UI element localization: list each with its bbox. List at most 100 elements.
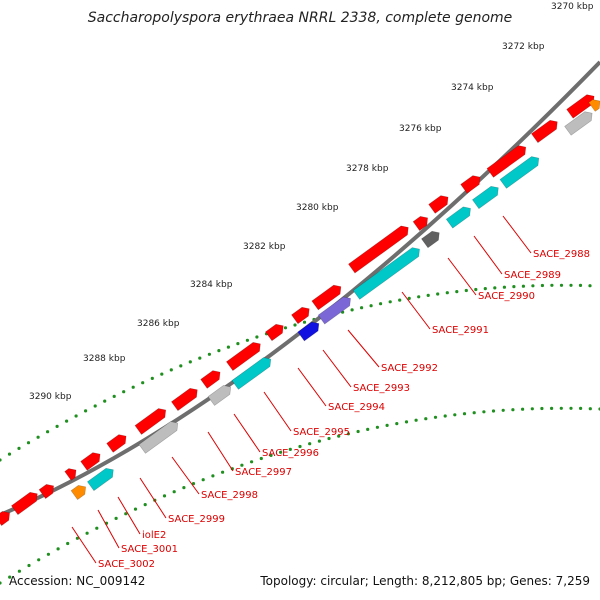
- forward-gene-shape: [64, 468, 77, 481]
- inner-tick-dot: [317, 439, 321, 443]
- leader-line: [97, 509, 120, 549]
- forward-gene-shape: [106, 434, 127, 453]
- outer-tick-dot: [293, 323, 297, 327]
- hypothetical-feature[interactable]: [564, 109, 596, 136]
- forward-gene[interactable]: [428, 193, 452, 214]
- gene-label-sace-2994[interactable]: SACE_2994: [328, 402, 385, 413]
- forward-gene[interactable]: [11, 489, 40, 516]
- outer-tick-dot: [350, 308, 354, 312]
- cds-match-feature-shape: [472, 185, 499, 210]
- outer-tick-dot: [55, 424, 59, 428]
- tick-3278: 3278 kbp: [346, 164, 389, 174]
- forward-gene[interactable]: [291, 304, 312, 325]
- gene-label-sace-2993[interactable]: SACE_2993: [353, 383, 410, 394]
- gene-label-sace-2992[interactable]: SACE_2992: [381, 363, 438, 374]
- forward-gene-shape: [531, 119, 558, 144]
- outer-tick-dot: [169, 368, 173, 372]
- inner-tick-dot: [366, 427, 370, 431]
- outer-tick-dot: [236, 342, 240, 346]
- gene-label-sace-2997[interactable]: SACE_2997: [235, 467, 292, 478]
- inner-tick-dot: [172, 490, 176, 494]
- gene-label-sace-2999[interactable]: SACE_2999: [168, 514, 225, 525]
- hypothetical-feature[interactable]: [207, 382, 234, 406]
- outer-tick-dot: [483, 287, 487, 291]
- gene-label-iole2[interactable]: iolE2: [142, 530, 166, 541]
- orange-feature-shape: [70, 485, 86, 500]
- inner-tick-dot: [462, 412, 467, 416]
- dark-feature[interactable]: [421, 228, 442, 249]
- cds-match-feature[interactable]: [472, 183, 501, 210]
- inner-tick-dot: [337, 434, 341, 438]
- forward-gene[interactable]: [171, 385, 200, 412]
- gene-label-sace-2989[interactable]: SACE_2989: [504, 270, 561, 281]
- hypothetical-feature[interactable]: [138, 419, 181, 454]
- gene-label-sace-3001[interactable]: SACE_3001: [121, 544, 178, 555]
- tick-3274: 3274 kbp: [451, 83, 494, 93]
- inner-tick-dot: [530, 407, 534, 411]
- cds-match-feature[interactable]: [352, 245, 423, 300]
- outer-tick-dot: [360, 306, 364, 310]
- cds-match-feature[interactable]: [499, 154, 542, 189]
- inner-tick-dot: [550, 406, 554, 410]
- outer-tick-dot: [493, 286, 497, 290]
- leader-line: [447, 257, 477, 296]
- inner-tick-dot: [375, 425, 379, 429]
- gene-label-sace-2996[interactable]: SACE_2996: [262, 448, 319, 459]
- orange-feature[interactable]: [70, 482, 89, 500]
- forward-gene[interactable]: [460, 173, 484, 194]
- forward-gene[interactable]: [38, 481, 57, 499]
- cds-match-feature-shape: [352, 247, 420, 300]
- inner-tick-dot: [0, 581, 2, 585]
- inner-tick-dot: [346, 432, 350, 436]
- forward-gene[interactable]: [412, 213, 431, 231]
- cds-match-feature[interactable]: [87, 465, 116, 492]
- inner-tick-dot: [424, 417, 428, 421]
- forward-gene[interactable]: [531, 117, 560, 144]
- forward-gene[interactable]: [106, 432, 130, 453]
- outer-tick-dot: [379, 302, 383, 306]
- purple-feature[interactable]: [317, 294, 354, 325]
- leader-line: [473, 235, 503, 275]
- inner-tick-dot: [395, 422, 399, 426]
- outer-tick-dot: [578, 283, 583, 287]
- tick-3290: 3290 kbp: [29, 392, 72, 402]
- gene-label-sace-2995[interactable]: SACE_2995: [293, 427, 350, 438]
- forward-gene[interactable]: [134, 406, 169, 435]
- tick-3280: 3280 kbp: [296, 203, 339, 213]
- gene-label-sace-3002[interactable]: SACE_3002: [98, 559, 155, 570]
- leader-line: [233, 413, 261, 453]
- forward-gene[interactable]: [0, 508, 13, 526]
- gene-label-sace-2990[interactable]: SACE_2990: [478, 291, 535, 302]
- cds-match-feature[interactable]: [231, 355, 274, 390]
- leader-line: [263, 391, 292, 432]
- outer-tick-dot: [26, 441, 31, 445]
- outer-tick-dot: [588, 284, 592, 288]
- inner-tick-dot: [8, 575, 12, 579]
- cds-match-feature[interactable]: [445, 204, 474, 229]
- forward-gene[interactable]: [265, 321, 286, 342]
- inner-tick-dot: [211, 474, 215, 478]
- leader-line: [71, 526, 97, 564]
- forward-gene[interactable]: [486, 143, 529, 178]
- gene-label-sace-2991[interactable]: SACE_2991: [432, 325, 489, 336]
- outer-tick-dot: [17, 446, 21, 450]
- blue-feature[interactable]: [297, 319, 322, 342]
- forward-gene[interactable]: [200, 368, 224, 389]
- forward-gene[interactable]: [311, 282, 344, 311]
- outer-tick-dot: [160, 372, 164, 376]
- outer-tick-dot: [302, 320, 307, 324]
- inner-tick-dot: [27, 563, 31, 568]
- forward-gene[interactable]: [80, 450, 104, 471]
- inner-tick-dot: [491, 409, 496, 413]
- gene-label-sace-2988[interactable]: SACE_2988: [533, 249, 590, 260]
- hypothetical-feature-shape: [564, 111, 593, 136]
- outer-tick-dot: [217, 349, 221, 353]
- gene-label-sace-2998[interactable]: SACE_2998: [201, 490, 258, 501]
- forward-gene[interactable]: [64, 466, 80, 481]
- outer-tick-dot: [255, 335, 259, 339]
- forward-gene-shape: [311, 284, 342, 311]
- forward-gene[interactable]: [348, 223, 411, 274]
- forward-gene-shape: [11, 491, 38, 516]
- forward-gene[interactable]: [225, 339, 263, 372]
- forward-gene-shape: [265, 323, 284, 342]
